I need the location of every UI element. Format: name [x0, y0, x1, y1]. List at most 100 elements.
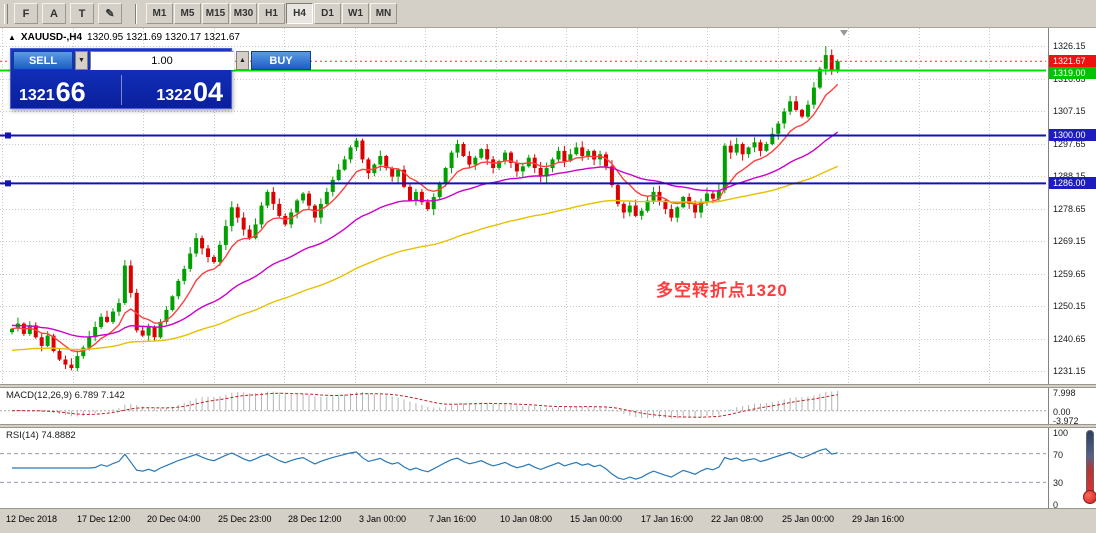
sell-price: 1321 66 [19, 77, 121, 108]
toolbar-grip[interactable] [4, 3, 8, 24]
timeframe-h1-button[interactable]: H1 [258, 3, 285, 24]
sell-price-big: 66 [55, 77, 86, 108]
toolbar: F A T ✎ M1 M5 M15 M30 H1 H4 D1 W1 MN [0, 0, 1096, 28]
text-label-tool-button[interactable]: T [70, 3, 94, 24]
time-label: 3 Jan 00:00 [359, 514, 407, 524]
symbol-marker-icon: ▲ [8, 32, 16, 42]
price-tick: 1231.15 [1053, 366, 1086, 376]
fibonacci-retracement-tool-button[interactable]: F [14, 3, 38, 24]
macd-tick: -3.972 [1053, 416, 1079, 426]
text-tool-button[interactable]: A [42, 3, 66, 24]
macd-histogram [17, 390, 839, 419]
timeframe-m1-button[interactable]: M1 [146, 3, 173, 24]
rsi-scale[interactable]: 100 70 30 0 [1048, 428, 1096, 510]
ma-fast-line [11, 83, 839, 353]
timeframe-m30-button[interactable]: M30 [230, 3, 257, 24]
panel-separator[interactable] [0, 424, 1096, 428]
price-badge: 1321.67 [1049, 55, 1096, 67]
volume-input[interactable] [90, 51, 234, 70]
time-label: 22 Jan 08:00 [711, 514, 764, 524]
sell-button[interactable]: SELL [13, 51, 73, 70]
time-label: 25 Jan 00:00 [782, 514, 835, 524]
thermometer-bulb [1083, 490, 1096, 504]
price-tick: 1297.65 [1053, 139, 1086, 149]
rsi-tick: 100 [1053, 428, 1069, 438]
time-axis[interactable]: 12 Dec 2018 17 Dec 12:00 20 Dec 04:00 25 De… [0, 508, 1096, 533]
volume-increase-button[interactable]: ▲ [236, 51, 249, 70]
rsi-tick: 0 [1053, 500, 1059, 510]
time-label: 17 Jan 16:00 [641, 514, 694, 524]
time-label: 15 Jan 00:00 [570, 514, 623, 524]
chart-shift-marker-icon [840, 30, 848, 36]
trade-panel-controls: SELL ▼ ▲ BUY [11, 49, 311, 72]
timeframe-d1-button[interactable]: D1 [314, 3, 341, 24]
hline-handle[interactable] [5, 180, 11, 187]
price-scale[interactable]: 1326.15 1316.65 1307.15 1297.65 1288.15 1278.… [1048, 28, 1096, 384]
time-label: 12 Dec 2018 [6, 514, 58, 524]
buy-price-big: 04 [192, 77, 223, 108]
hline-handle[interactable] [5, 132, 11, 139]
rsi-panel: RSI(14) 74.8882 100 70 30 0 [0, 428, 1096, 510]
time-label: 25 Dec 23:00 [218, 514, 272, 524]
rsi-tick: 30 [1053, 478, 1064, 488]
macd-label: MACD(12,26,9) 6.789 7.142 [6, 390, 125, 401]
ma-medium-line [11, 131, 839, 338]
buy-price-main: 1322 [156, 87, 192, 104]
timeframe-h4-button[interactable]: H4 [286, 3, 313, 24]
buy-price: 1322 04 [121, 77, 223, 108]
chart-symbol: XAUUSD-,H4 [20, 32, 83, 43]
macd-chart-canvas[interactable] [0, 388, 1048, 424]
trade-panel-prices: 1321 66 1322 04 [11, 72, 231, 108]
macd-tick: 7.998 [1053, 388, 1076, 398]
chart-ohlc: 1320.95 1321.69 1320.17 1321.67 [87, 32, 240, 43]
chart-panel: ▲ XAUUSD-,H4 1320.95 1321.69 1320.17 132… [0, 28, 1096, 384]
macd-panel: MACD(12,26,9) 6.789 7.142 7.998 0.00 -3.97… [0, 388, 1096, 426]
price-badge: 1300.00 [1049, 129, 1096, 141]
price-badge: 1319.00 [1049, 67, 1096, 79]
price-tick: 1269.15 [1053, 236, 1086, 246]
ma-slow-line [11, 165, 838, 352]
rsi-tick: 70 [1053, 450, 1064, 460]
panel-separator[interactable] [0, 384, 1096, 388]
timeframe-m5-button[interactable]: M5 [174, 3, 201, 24]
price-tick: 1259.65 [1053, 269, 1086, 279]
buy-button[interactable]: BUY [251, 51, 311, 70]
toolbar-separator [135, 3, 137, 24]
thermometer-tube [1086, 430, 1094, 494]
thermometer-indicator [1083, 430, 1096, 506]
macd-tick: 0.00 [1053, 407, 1071, 417]
chart-header: ▲ XAUUSD-,H4 1320.95 1321.69 1320.17 132… [8, 32, 240, 43]
price-tick: 1240.65 [1053, 334, 1086, 344]
price-tick: 1326.15 [1053, 41, 1086, 51]
price-badge: 1286.00 [1049, 177, 1096, 189]
price-tick: 1307.15 [1053, 106, 1086, 116]
price-chart-canvas[interactable] [0, 28, 1048, 384]
draw-arrows-tool-button[interactable]: ✎ [98, 3, 122, 24]
time-label: 7 Jan 16:00 [429, 514, 477, 524]
timeframe-w1-button[interactable]: W1 [342, 3, 369, 24]
time-label: 28 Dec 12:00 [288, 514, 342, 524]
sell-price-main: 1321 [19, 87, 55, 104]
rsi-chart-canvas[interactable] [0, 428, 1048, 508]
time-label: 20 Dec 04:00 [147, 514, 201, 524]
price-tick: 1316.65 [1053, 74, 1086, 84]
macd-scale[interactable]: 7.998 0.00 -3.972 [1048, 388, 1096, 426]
rsi-line [12, 448, 838, 481]
time-label: 17 Dec 12:00 [77, 514, 131, 524]
drawing-tools-group: F A T ✎ [14, 3, 126, 24]
timeframe-m15-button[interactable]: M15 [202, 3, 229, 24]
macd-signal-line [11, 392, 838, 418]
price-tick: 1278.65 [1053, 204, 1086, 214]
volume-decrease-button[interactable]: ▼ [75, 51, 88, 70]
time-label: 10 Jan 08:00 [500, 514, 553, 524]
candles-layer [10, 46, 840, 372]
trade-panel-divider [121, 75, 122, 105]
rsi-label: RSI(14) 74.8882 [6, 430, 76, 441]
timeframe-mn-button[interactable]: MN [370, 3, 397, 24]
price-tick: 1288.15 [1053, 171, 1086, 181]
timeframes-group: M1 M5 M15 M30 H1 H4 D1 W1 MN [146, 3, 398, 24]
price-tick: 1250.15 [1053, 301, 1086, 311]
time-label: 29 Jan 16:00 [852, 514, 905, 524]
